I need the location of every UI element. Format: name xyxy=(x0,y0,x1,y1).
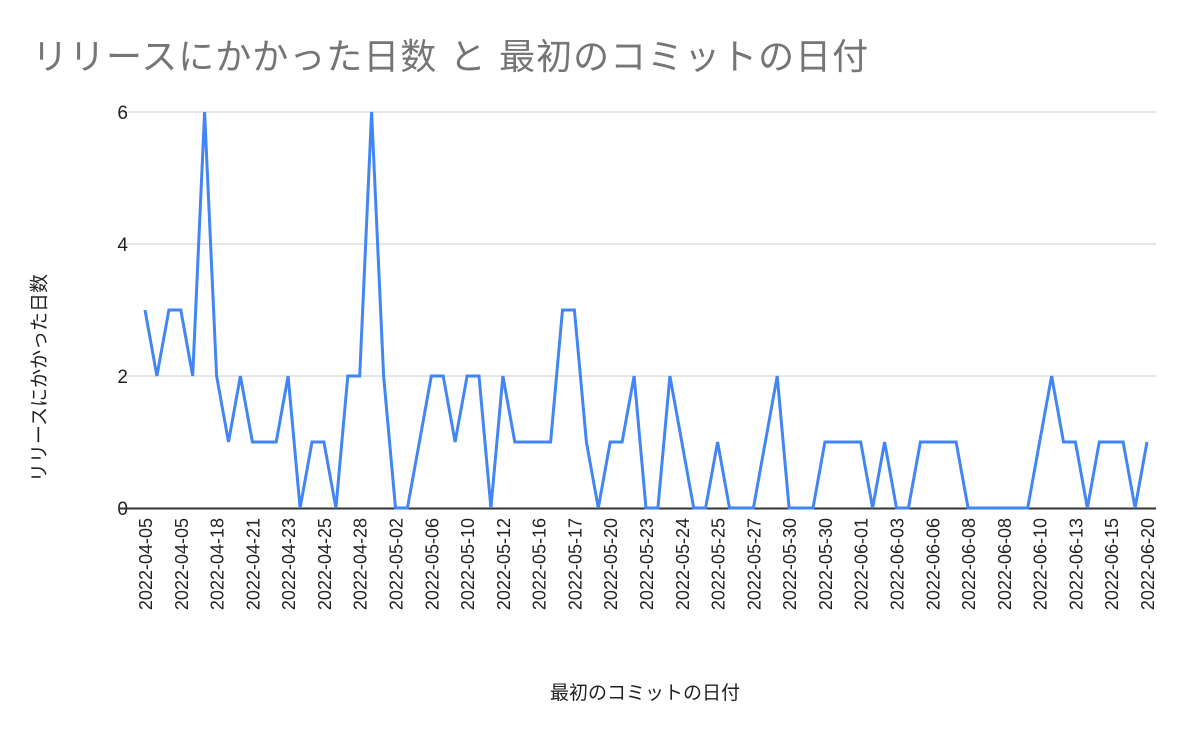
x-tick-label: 2022-05-20 xyxy=(601,518,621,610)
gridlines xyxy=(120,111,1156,377)
x-tick-label: 2022-05-27 xyxy=(744,518,764,610)
x-tick-label: 2022-04-23 xyxy=(279,518,299,610)
x-tick-label: 2022-06-15 xyxy=(1102,518,1122,610)
x-tick-label: 2022-04-25 xyxy=(315,518,335,610)
x-tick-label: 2022-05-17 xyxy=(565,518,585,610)
x-tick-label: 2022-06-10 xyxy=(1031,518,1051,610)
x-tick-label: 2022-04-05 xyxy=(136,518,156,610)
x-tick-label: 2022-05-12 xyxy=(494,518,514,610)
x-tick-label: 2022-06-08 xyxy=(995,518,1015,610)
x-tick-label: 2022-05-06 xyxy=(422,518,442,610)
chart-title: リリースにかかった日数 と 最初のコミットの日付 xyxy=(32,37,870,78)
x-tick-label: 2022-05-25 xyxy=(709,518,729,610)
x-tick-label: 2022-05-23 xyxy=(637,518,657,610)
x-tick-label: 2022-05-30 xyxy=(780,518,800,610)
data-line xyxy=(143,111,1149,510)
x-tick-label: 2022-04-21 xyxy=(243,518,263,610)
x-tick-label: 2022-06-06 xyxy=(923,518,943,610)
x-tick-label: 2022-05-30 xyxy=(816,518,836,610)
x-axis-ticks: 2022-04-05 2022-04-05 2022-04-18 2022-04-21… xyxy=(136,518,1158,610)
y-axis-ticks: 0246 xyxy=(117,103,128,520)
x-tick-label: 2022-04-05 xyxy=(172,518,192,610)
x-tick-label: 2022-06-08 xyxy=(959,518,979,610)
x-tick-label: 2022-04-18 xyxy=(208,518,228,610)
y-tick-label: 6 xyxy=(117,103,128,124)
x-tick-label: 2022-06-01 xyxy=(852,518,872,610)
x-tick-label: 2022-06-13 xyxy=(1066,518,1086,610)
x-tick-label: 2022-06-03 xyxy=(888,518,908,610)
x-tick-label: 2022-05-02 xyxy=(387,518,407,610)
y-tick-label: 4 xyxy=(117,235,128,256)
x-tick-label: 2022-05-10 xyxy=(458,518,478,610)
x-axis-title: 最初のコミットの日付 xyxy=(549,682,741,704)
x-tick-label: 2022-05-16 xyxy=(530,518,550,610)
x-tick-label: 2022-04-28 xyxy=(351,518,371,610)
y-tick-label: 2 xyxy=(117,367,128,388)
x-tick-label: 2022-06-20 xyxy=(1138,518,1158,610)
x-tick-label: 2022-05-24 xyxy=(673,518,693,610)
